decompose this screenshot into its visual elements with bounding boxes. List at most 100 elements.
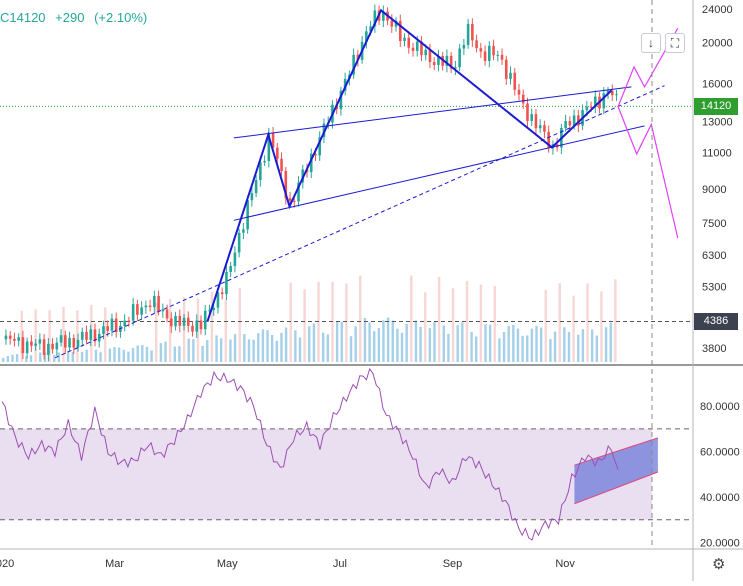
volume-bar <box>294 330 297 362</box>
volume-bar <box>335 321 339 362</box>
candle-body <box>479 48 483 52</box>
candle-body <box>51 343 54 350</box>
candle-body <box>225 272 228 294</box>
volume-bar <box>400 332 404 362</box>
candle-body <box>369 26 372 32</box>
price-tick-label: 3800 <box>702 343 726 355</box>
volume-bar <box>368 322 371 362</box>
candle-body <box>47 343 50 355</box>
volume-bar <box>321 332 325 362</box>
rsi-tick-label: 60.0000 <box>700 447 740 459</box>
candle-body <box>517 89 521 95</box>
candle-body <box>437 56 440 66</box>
volume-bar <box>363 318 367 362</box>
trendline-zigzag <box>206 8 613 323</box>
volume-bar <box>25 356 28 362</box>
candle-body <box>263 160 266 163</box>
volume-bar <box>270 334 274 362</box>
volume-bar <box>261 329 265 362</box>
candle-body <box>203 310 207 330</box>
volume-bar <box>145 346 149 362</box>
volume-bar <box>396 328 399 362</box>
candle-body <box>297 182 300 202</box>
candle-body <box>212 307 216 311</box>
price-tick-label: 13000 <box>702 117 733 129</box>
volume-bar <box>340 321 343 362</box>
candle-body <box>284 171 288 199</box>
volume-bar <box>57 352 61 362</box>
volume-bar <box>298 337 302 362</box>
candle-body <box>462 44 466 49</box>
candle-body <box>80 331 84 340</box>
candle-body <box>526 103 529 121</box>
candle-body <box>276 147 279 159</box>
candle-body <box>153 296 156 308</box>
volume-bar <box>150 350 153 362</box>
volume-bar <box>266 330 269 362</box>
volume-bar <box>238 288 241 362</box>
maximize-button[interactable]: ⛶ <box>665 33 685 53</box>
candle-body <box>454 67 457 69</box>
volume-bar <box>94 349 98 362</box>
volume-bar <box>424 292 427 362</box>
candle-body <box>191 325 194 332</box>
candle-body <box>356 54 360 61</box>
volume-bar <box>224 299 227 362</box>
volume-bar <box>614 279 617 362</box>
candle-body <box>420 41 423 56</box>
candle-body <box>288 198 292 201</box>
candle-body <box>509 72 512 79</box>
candle-body <box>199 320 203 330</box>
volume-bar <box>405 324 408 362</box>
volume-bar <box>535 325 538 362</box>
candle-body <box>538 125 542 129</box>
collapse-button[interactable]: ↓ <box>641 33 661 53</box>
volume-bar <box>155 302 158 362</box>
volume-bar <box>359 275 362 362</box>
volume-bar <box>178 346 181 362</box>
candle-body <box>8 335 12 339</box>
candle-body <box>174 315 177 327</box>
volume-bar <box>567 332 571 362</box>
candle-body <box>186 317 190 326</box>
volume-bar <box>433 322 436 362</box>
candle-body <box>475 40 478 49</box>
candle-body <box>220 292 224 294</box>
rsi-pane <box>0 367 693 541</box>
volume-bar <box>475 336 478 362</box>
candle-body <box>466 23 470 45</box>
volume-bar <box>391 320 394 362</box>
price-tick-label: 16000 <box>702 78 733 90</box>
volume-bar <box>29 355 33 362</box>
volume-bar <box>377 328 381 362</box>
gear-icon[interactable]: ⚙ <box>712 556 726 573</box>
candle-body <box>102 326 105 334</box>
marked-level-label: 4386 <box>703 315 729 328</box>
volume-bar <box>488 324 492 362</box>
candle-body <box>21 337 25 354</box>
trendline-upper-channel <box>233 86 632 139</box>
volume-bar <box>410 275 413 362</box>
symbol-label: C14120 <box>0 10 46 25</box>
candle-body <box>572 115 576 126</box>
candle-body <box>403 37 406 42</box>
candle-body <box>602 93 606 109</box>
candle-body <box>64 335 67 348</box>
volume-bar <box>62 306 65 362</box>
volume-bar <box>382 320 385 362</box>
volume-bar <box>581 329 585 362</box>
projection-bullish <box>617 27 679 107</box>
volume-bar <box>127 351 130 362</box>
volume-bar <box>252 339 255 362</box>
candle-body <box>504 59 508 79</box>
candle-body <box>170 318 173 327</box>
candle-body <box>237 232 241 253</box>
volume-bar <box>326 334 330 362</box>
change-percent: (+2.10%) <box>94 10 148 25</box>
candle-body <box>55 342 59 350</box>
candle-body <box>432 62 436 66</box>
volume-bar <box>215 335 218 362</box>
candle-body <box>280 158 283 172</box>
